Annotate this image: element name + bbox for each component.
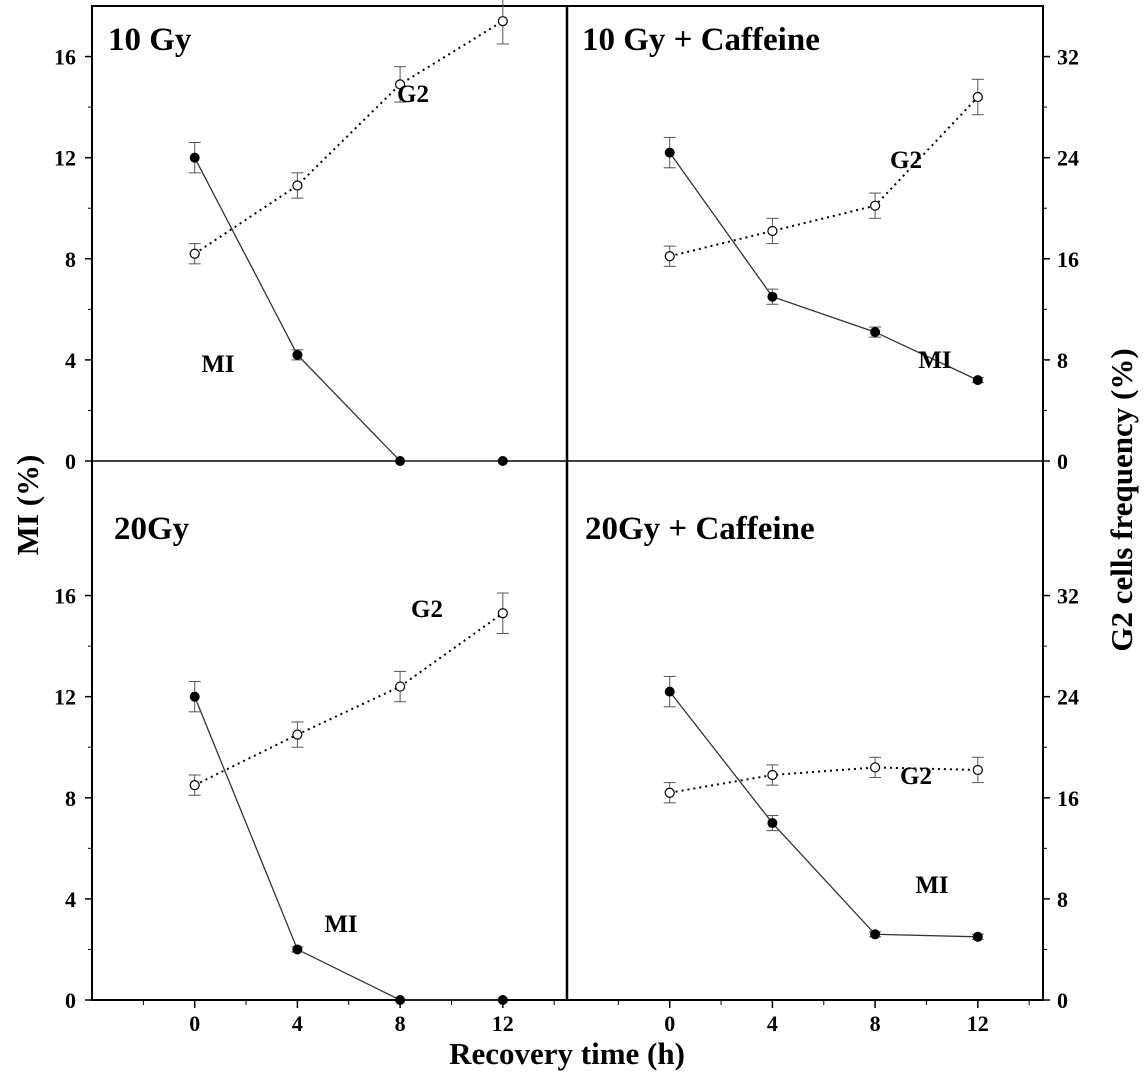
chart-frame [91,5,1044,1001]
series-label-g2: G2 [411,596,443,623]
left-y-tick-label: 16 [54,584,76,609]
data-point-mi [292,944,303,955]
data-point-g2 [664,787,675,798]
data-point-g2 [870,762,881,773]
panel-title: 20Gy + Caffeine [585,511,815,547]
data-point-mi [664,147,675,158]
right-y-tick-label: 8 [1057,887,1068,912]
x-tick-label: 8 [395,1011,406,1036]
left-y-tick-label: 12 [54,146,76,171]
chart-labels: 0 4 8 12 16 0 8 16 24 32 0 4 8 12 16 0 8 16 24 32 0 4 8 12 0 4 8 12… [54,22,1079,1036]
data-point-mi [767,818,778,829]
x-tick-label: 4 [292,1011,303,1036]
series-label-g2: G2 [397,81,429,108]
right-y-tick-label: 32 [1057,584,1079,609]
series-label-mi: MI [324,911,357,938]
data-point-mi [972,375,983,386]
right-y-tick-label: 0 [1057,449,1068,474]
data-point-g2 [497,608,508,619]
data-point-g2 [664,251,675,262]
data-point-g2 [292,729,303,740]
series-label-mi: MI [915,872,948,899]
data-point-mi [497,995,508,1005]
right-axis-title: G2 cells frequency (%) [1104,348,1139,651]
series-line-mi [669,691,978,938]
series-label-mi: MI [201,351,234,378]
x-tick-label: 8 [870,1011,881,1036]
series-line-g2 [669,96,979,258]
series-line-g2 [194,20,504,255]
data-point-mi [972,931,983,942]
left-y-tick-label: 12 [54,685,76,710]
x-tick-label: 0 [189,1011,200,1036]
series-label-g2: G2 [890,147,922,174]
data-point-g2 [972,91,983,103]
panel-title: 20Gy [114,511,190,547]
data-point-mi [664,686,675,697]
panel-title: 10 Gy + Caffeine [582,22,820,58]
right-y-tick-label: 16 [1057,247,1079,272]
left-y-tick-label: 0 [65,988,76,1013]
data-point-g2 [767,769,778,781]
left-y-tick-label: 0 [65,449,76,474]
data-point-mi [292,349,303,360]
data-point-g2 [189,248,200,259]
left-axis-title: MI (%) [10,455,45,556]
data-point-g2 [189,780,200,791]
series-label-g2: G2 [900,763,932,790]
x-tick-label: 12 [967,1011,989,1036]
data-point-mi [395,995,406,1005]
x-tick-label: 12 [492,1011,514,1036]
data-point-mi [767,291,778,302]
series-line-mi [194,157,503,462]
left-y-tick-label: 8 [65,786,76,811]
data-point-g2 [292,180,303,191]
data-point-mi [497,456,508,466]
series-line-g2 [669,766,978,794]
x-tick-label: 4 [767,1011,778,1036]
data-point-g2 [767,225,778,237]
series-line-g2 [194,612,504,787]
data-point-mi [395,456,406,466]
data-point-mi [870,327,881,338]
series-line-mi [194,696,503,1001]
right-y-tick-label: 16 [1057,786,1079,811]
x-tick-label: 0 [664,1011,675,1036]
data-point-g2 [395,681,406,692]
data-point-g2 [870,200,881,211]
data-point-g2 [497,16,508,27]
data-point-mi [870,929,881,940]
data-point-g2 [395,79,406,90]
x-axis-title: Recovery time (h) [449,1036,685,1071]
right-y-tick-label: 8 [1057,348,1068,373]
right-y-tick-label: 32 [1057,45,1079,70]
left-y-tick-label: 8 [65,247,76,272]
left-y-tick-label: 16 [54,45,76,70]
data-point-mi [189,691,200,702]
panel-title: 10 Gy [108,22,192,58]
left-y-tick-label: 4 [65,348,76,373]
series-line-mi [669,152,979,381]
left-y-tick-label: 4 [65,887,76,912]
right-y-tick-label: 24 [1057,685,1079,710]
chart-marks [188,0,984,1005]
right-y-tick-label: 0 [1057,988,1068,1013]
data-point-g2 [972,764,983,776]
data-point-mi [189,152,200,163]
series-label-mi: MI [918,347,951,374]
right-y-tick-label: 24 [1057,146,1079,171]
